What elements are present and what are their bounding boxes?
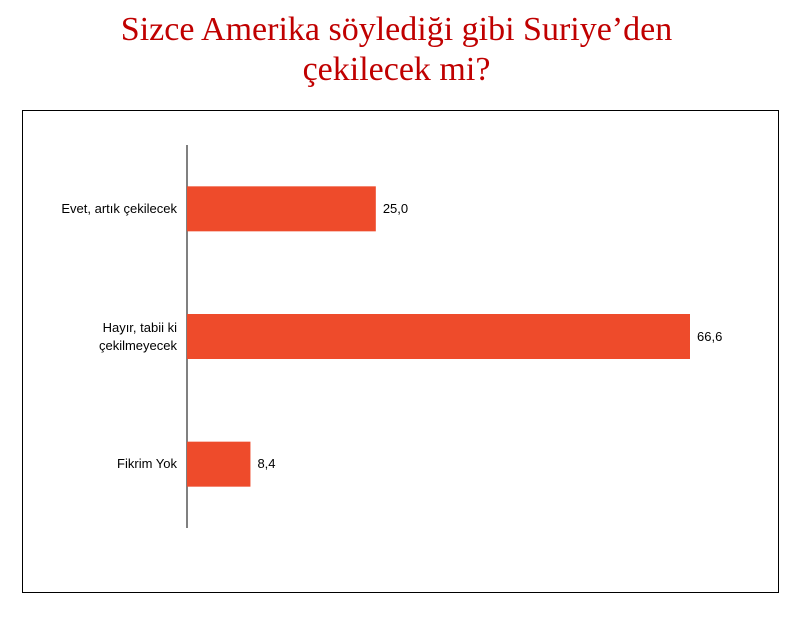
category-label: Fikrim Yok: [117, 456, 177, 472]
bar: [187, 314, 690, 359]
value-label: 66,6: [697, 328, 723, 344]
bar: [187, 441, 251, 487]
value-label: 25,0: [382, 200, 409, 216]
category-label: Hayır, tabii ki çekilmeyecek: [98, 319, 177, 353]
category-label: Evet, artık çekilecek: [61, 200, 177, 216]
bar: [187, 186, 376, 232]
value-label: 8,4: [257, 456, 276, 472]
chart-title: Sizce Amerika söylediği gibi Suriye’den …: [120, 11, 673, 88]
frame: [22, 110, 779, 593]
